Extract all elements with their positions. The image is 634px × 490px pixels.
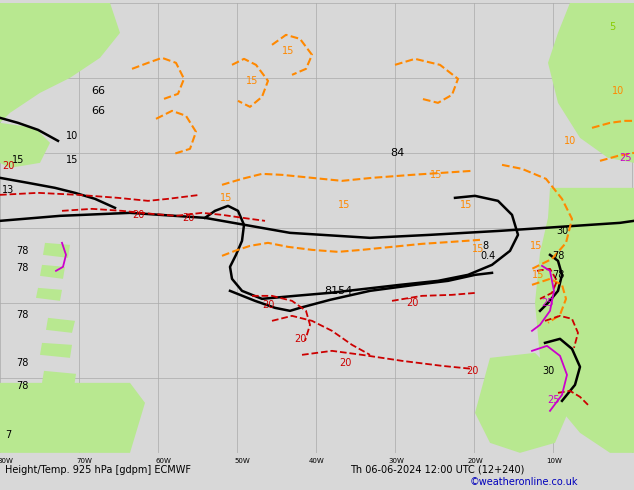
Text: 80W: 80W [0,458,13,464]
Polygon shape [0,123,50,168]
Polygon shape [475,353,570,453]
Text: 25: 25 [619,153,631,163]
Text: 25: 25 [547,395,559,405]
Text: ©weatheronline.co.uk: ©weatheronline.co.uk [470,477,578,487]
Text: 50W: 50W [234,458,250,464]
Text: Th 06-06-2024 12:00 UTC (12+240): Th 06-06-2024 12:00 UTC (12+240) [350,465,524,475]
Text: 15: 15 [532,270,544,280]
Polygon shape [46,318,75,333]
Text: 15: 15 [472,244,484,254]
Polygon shape [0,3,120,123]
Text: 15: 15 [12,155,24,165]
Text: 13: 13 [2,185,14,195]
Polygon shape [40,265,65,279]
Text: 8154: 8154 [324,286,352,296]
Polygon shape [42,371,76,387]
Text: 10: 10 [564,136,576,146]
Text: 20: 20 [294,334,306,344]
Text: 20: 20 [132,210,144,220]
Polygon shape [36,288,62,301]
Text: 66: 66 [91,86,105,96]
Text: 78: 78 [552,251,564,261]
Text: 78: 78 [552,270,564,280]
Text: 15: 15 [460,200,472,210]
Text: 10W: 10W [546,458,562,464]
Text: 20: 20 [339,358,351,368]
Text: 0.4: 0.4 [481,251,496,261]
Text: 25: 25 [541,298,554,308]
Text: Height/Temp. 925 hPa [gdpm] ECMWF: Height/Temp. 925 hPa [gdpm] ECMWF [5,465,191,475]
Text: 78: 78 [16,358,28,368]
Polygon shape [40,343,72,358]
Polygon shape [0,383,145,453]
Text: 7: 7 [5,430,11,440]
Text: 70W: 70W [76,458,92,464]
Text: 20: 20 [182,213,194,223]
Text: 84: 84 [390,148,404,158]
Text: 66: 66 [91,106,105,116]
Polygon shape [548,3,634,163]
Text: 20: 20 [2,161,14,171]
Text: 15: 15 [338,200,350,210]
Text: 78: 78 [16,310,28,320]
Text: 10: 10 [66,131,78,141]
Text: 5: 5 [609,22,615,32]
Text: 15: 15 [246,76,258,86]
Text: 30: 30 [542,366,554,376]
Polygon shape [43,243,70,258]
Text: 78: 78 [16,381,28,391]
Text: 15: 15 [220,193,232,203]
Text: 30W: 30W [388,458,404,464]
Text: 8: 8 [482,241,488,251]
Text: 15: 15 [530,241,542,251]
Text: 78: 78 [16,263,28,273]
Polygon shape [33,423,80,443]
Polygon shape [535,188,634,453]
Text: 15: 15 [281,46,294,56]
Text: 15: 15 [66,155,78,165]
Text: 10: 10 [612,86,624,96]
Text: 20: 20 [406,298,418,308]
Text: 20: 20 [466,366,478,376]
Text: 78: 78 [16,246,28,256]
Text: 20W: 20W [467,458,483,464]
Polygon shape [44,395,80,411]
Text: 30: 30 [556,226,568,236]
Text: 40W: 40W [309,458,325,464]
Text: 60W: 60W [155,458,171,464]
Text: 15: 15 [430,170,442,180]
Text: 20: 20 [262,300,274,310]
